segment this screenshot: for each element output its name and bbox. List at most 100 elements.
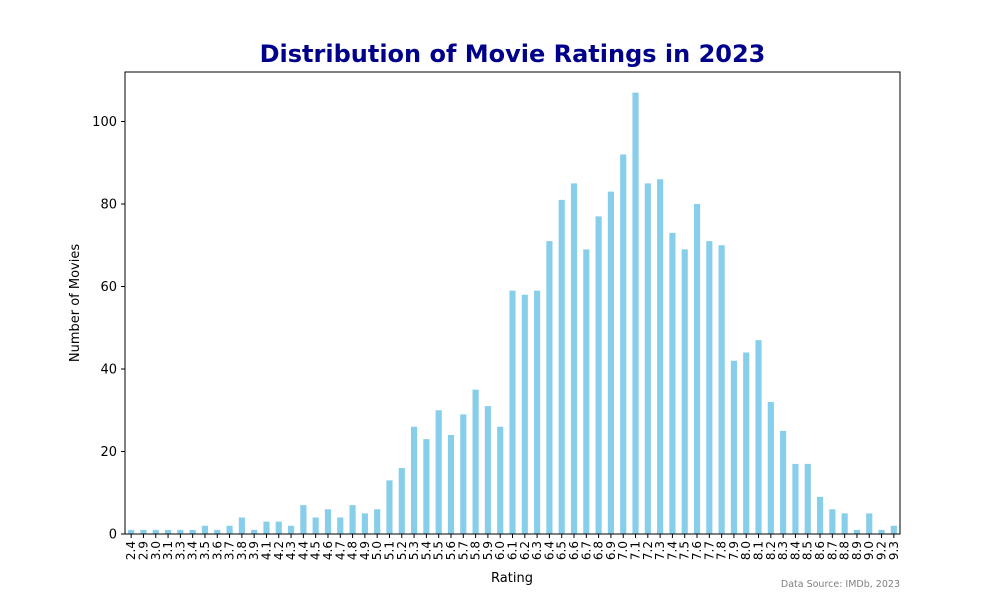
x-tick-label: 7.9 [727,541,741,560]
bar-6.4 [546,241,553,534]
bar-8.7 [829,509,836,534]
x-tick-label: 8.4 [788,541,802,560]
x-tick-label: 7.8 [715,541,729,560]
bar-5.2 [398,468,405,534]
x-tick-label: 6.9 [604,541,618,560]
bar-7.4 [669,232,676,534]
x-tick-label: 4.5 [309,541,323,560]
bar-5.0 [374,509,381,534]
x-tick-label: 5.8 [469,541,483,560]
bar-4.3 [287,525,295,534]
x-tick-label: 3.4 [186,541,200,560]
bar-9.2 [878,529,885,534]
x-tick-label: 8.8 [838,541,852,560]
x-tick-label: 6.8 [592,541,606,560]
y-tick-label: 40 [100,363,117,378]
x-axis-label: Rating [491,571,533,586]
x-tick-label: 2.4 [124,541,138,560]
bar-7.0 [620,154,627,534]
x-tick-label: 5.7 [456,541,470,560]
y-tick-label: 0 [109,528,117,543]
x-tick-label: 5.1 [382,541,396,560]
bar-8.0 [743,352,750,534]
x-tick-label: 9.0 [862,541,876,560]
bar-7.6 [693,204,701,534]
x-tick-label: 6.4 [542,541,556,560]
bar-5.3 [411,426,418,534]
x-tick-label: 5.6 [444,541,458,560]
x-tick-label: 3.0 [149,541,163,560]
bar-8.4 [792,463,799,534]
y-tick-label: 80 [100,198,117,213]
bar-7.9 [730,360,738,534]
x-tick-label: 4.8 [346,541,360,560]
bar-6.1 [509,290,516,534]
bar-4.6 [324,509,332,534]
bar-4.9 [361,513,368,534]
x-tick-label: 3.6 [210,541,224,560]
x-tick-label: 4.2 [272,541,286,560]
x-tick-label: 7.6 [690,541,704,560]
bar-3.0 [152,529,159,534]
x-tick-label: 6.6 [567,541,581,560]
x-tick-label: 9.2 [875,541,889,560]
x-tick-label: 8.2 [764,541,778,560]
x-tick-label: 5.0 [370,541,384,560]
bar-3.6 [214,529,221,534]
bar-5.6 [447,435,455,534]
bar-8.1 [755,340,762,534]
x-tick-label: 6.5 [555,541,569,560]
x-tick-label: 4.1 [259,541,273,560]
x-tick-label: 4.7 [333,541,347,560]
x-tick-label: 6.2 [518,541,532,560]
x-tick-label: 3.9 [247,541,261,560]
x-tick-label: 4.9 [358,541,372,560]
x-tick-label: 3.7 [223,541,237,560]
bar-3.5 [201,525,209,534]
bar-5.1 [386,480,393,534]
x-tick-label: 6.3 [530,541,544,560]
x-tick-label: 6.7 [579,541,593,560]
bar-7.7 [706,241,713,534]
bar-8.8 [841,513,848,534]
x-tick-label: 5.4 [419,541,433,560]
x-tick-label: 5.3 [407,541,421,560]
bar-7.5 [681,249,688,534]
bar-3.4 [189,529,196,534]
bar-6.9 [607,191,614,534]
bar-6.7 [583,249,590,534]
bar-3.8 [238,517,245,534]
bar-4.4 [300,505,307,534]
bar-8.6 [816,496,824,534]
bar-6.3 [534,290,541,534]
y-axis-ticks: 0 20 40 60 80 100 [92,115,125,543]
bar-5.7 [460,414,467,534]
chart-title: Distribution of Movie Ratings in 2023 [259,40,766,68]
x-tick-label: 4.6 [321,541,335,560]
bar-7.8 [718,245,725,534]
x-tick-label: 8.9 [850,541,864,560]
x-tick-label: 8.6 [813,541,827,560]
bar-3.3 [177,529,184,534]
x-tick-label: 8.3 [776,541,790,560]
x-tick-label: 6.0 [493,541,507,560]
bar-4.7 [337,517,344,534]
bar-6.2 [521,294,528,534]
x-tick-label: 6.1 [506,541,520,560]
bar-5.9 [484,406,491,534]
bar-6.6 [570,183,578,534]
x-tick-label: 3.1 [161,541,175,560]
bar-3.9 [251,529,258,534]
bar-3.1 [164,529,172,534]
y-tick-label: 100 [92,115,117,130]
x-tick-label: 3.5 [198,541,212,560]
bar-7.3 [657,179,664,534]
x-tick-label: 8.7 [825,541,839,560]
plot-frame [124,71,901,535]
x-tick-label: 4.4 [296,541,310,560]
bar-6.8 [595,216,602,534]
bar-8.2 [767,402,774,534]
x-tick-label: 7.2 [641,541,655,560]
bar-8.5 [804,463,811,534]
x-tick-label: 8.0 [739,541,753,560]
